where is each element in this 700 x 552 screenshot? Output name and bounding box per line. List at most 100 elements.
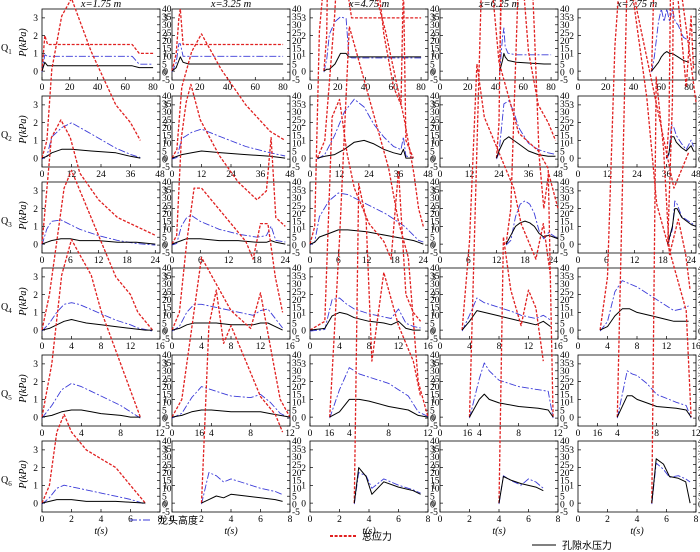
y2-tick-label: 0 (560, 155, 565, 165)
y2-tick-label: 10 (292, 485, 302, 495)
panel-frame (439, 354, 559, 427)
y2-tick-label: 20 (560, 469, 570, 479)
series-head-height (667, 200, 697, 246)
panel-frame (309, 354, 429, 427)
panel-frame (41, 8, 161, 81)
x-tick-label: 12 (603, 170, 613, 180)
y-tick-label: 3 (33, 101, 38, 111)
y2-tick-label: 5 (698, 492, 700, 502)
y-tick-label: 0 (431, 67, 436, 77)
series-total-stress (309, 98, 422, 331)
y2-tick-label: 15 (430, 477, 440, 487)
y2-tick-label: 35 (560, 445, 570, 455)
x-axis-label: t(s) (492, 526, 506, 537)
x-tick-label: 12 (256, 342, 266, 352)
series-pore-pressure (667, 208, 697, 245)
y-tick-label: 1 (163, 396, 168, 406)
column-title: x=3.25 m (210, 0, 252, 10)
series-head-height (41, 54, 154, 73)
series-total-stress (667, 0, 697, 245)
x-tick-label: 8 (118, 429, 123, 439)
series-total-stress (665, 0, 695, 159)
y2-tick-label: 35 (430, 359, 440, 369)
y2-tick-label: 0 (162, 155, 167, 165)
y-tick-label: 3 (163, 101, 168, 111)
y2-tick-label: 30 (698, 108, 700, 118)
y2-tick-label: 10 (292, 226, 302, 236)
x-tick-label: 60 (121, 83, 131, 93)
y2-tick-label: -5 (560, 508, 568, 518)
y2-tick-label: 15 (698, 45, 700, 55)
y2-tick-label: 35 (430, 13, 440, 23)
x-tick-label: 36 (524, 170, 534, 180)
y2-tick-label: 20 (560, 124, 570, 134)
y-tick-label: 1 (431, 482, 436, 492)
y-tick-label: 1 (569, 396, 574, 406)
y-axis-label: P(kPa) (18, 287, 29, 317)
x-tick-label: 80 (148, 83, 158, 93)
x-tick-label: 0 (308, 83, 313, 93)
x-tick-label: 40 (629, 83, 639, 93)
series-pore-pressure (651, 51, 690, 72)
y2-tick-label: 15 (162, 304, 172, 314)
x-tick-label: 0 (40, 170, 45, 180)
x-tick-label: 60 (251, 83, 261, 93)
x-tick-label: 0 (170, 256, 175, 266)
y2-tick-label: -5 (162, 163, 170, 173)
x-tick-label: 4 (79, 429, 84, 439)
y2-tick-label: 15 (560, 132, 570, 142)
y-tick-label: 3 (569, 360, 574, 370)
x-tick-label: 0 (40, 342, 45, 352)
y-tick-label: 3 (301, 360, 306, 370)
x-tick-label: 12 (197, 170, 207, 180)
y2-tick-label: 30 (162, 453, 172, 463)
y2-tick-label: 5 (430, 147, 435, 157)
y2-tick-label: -5 (698, 335, 700, 345)
y2-tick-label: 30 (698, 194, 700, 204)
y2-tick-label: -5 (430, 249, 438, 259)
y2-tick-label: 30 (162, 280, 172, 290)
x-tick-label: 4 (347, 429, 352, 439)
x-tick-label: 4 (467, 342, 472, 352)
x-tick-label: 24 (364, 170, 374, 180)
x-tick-label: 0 (308, 342, 313, 352)
x-tick-label: 12 (492, 256, 502, 266)
y2-tick-label: 35 (292, 445, 302, 455)
y2-tick-label: 30 (162, 367, 172, 377)
y2-tick-label: 10 (292, 53, 302, 63)
y2-tick-label: 15 (560, 477, 570, 487)
y-tick-label: 3 (33, 273, 38, 283)
series-pore-pressure (496, 136, 556, 159)
x-tick-label: 20 (195, 83, 205, 93)
x-tick-label: 4 (99, 515, 104, 525)
y2-tick-label: 20 (560, 37, 570, 47)
x-tick-label: 24 (549, 256, 559, 266)
y2-tick-label: 5 (698, 233, 700, 243)
y-tick-label: 2 (569, 464, 574, 474)
y2-tick-label: -5 (560, 335, 568, 345)
series-head-height (323, 16, 422, 73)
y-axis-label: P(kPa) (18, 115, 29, 145)
y2-tick-label: 10 (698, 485, 700, 495)
series-head-height (41, 484, 146, 505)
y2-tick-label: 5 (430, 319, 435, 329)
y-tick-label: 3 (569, 187, 574, 197)
legend-label-total-stress: 总应力 (362, 530, 392, 543)
y2-tick-label: 5 (560, 319, 565, 329)
y-tick-label: 3 (163, 360, 168, 370)
y2-tick-label: 20 (162, 296, 172, 306)
y-axis-label: P(kPa) (18, 28, 29, 58)
y-tick-label: 2 (301, 464, 306, 474)
y2-tick-label: 25 (698, 29, 700, 39)
y2-tick-label: 0 (430, 241, 435, 251)
series-pore-pressure (201, 493, 283, 504)
y-tick-label: 0 (301, 499, 306, 509)
y2-tick-label: 35 (560, 186, 570, 196)
y2-tick-label: -5 (560, 163, 568, 173)
y2-tick-label: 15 (292, 477, 302, 487)
series-pore-pressure (171, 150, 286, 159)
series-head-height (171, 386, 291, 419)
y2-tick-label: 20 (430, 210, 440, 220)
